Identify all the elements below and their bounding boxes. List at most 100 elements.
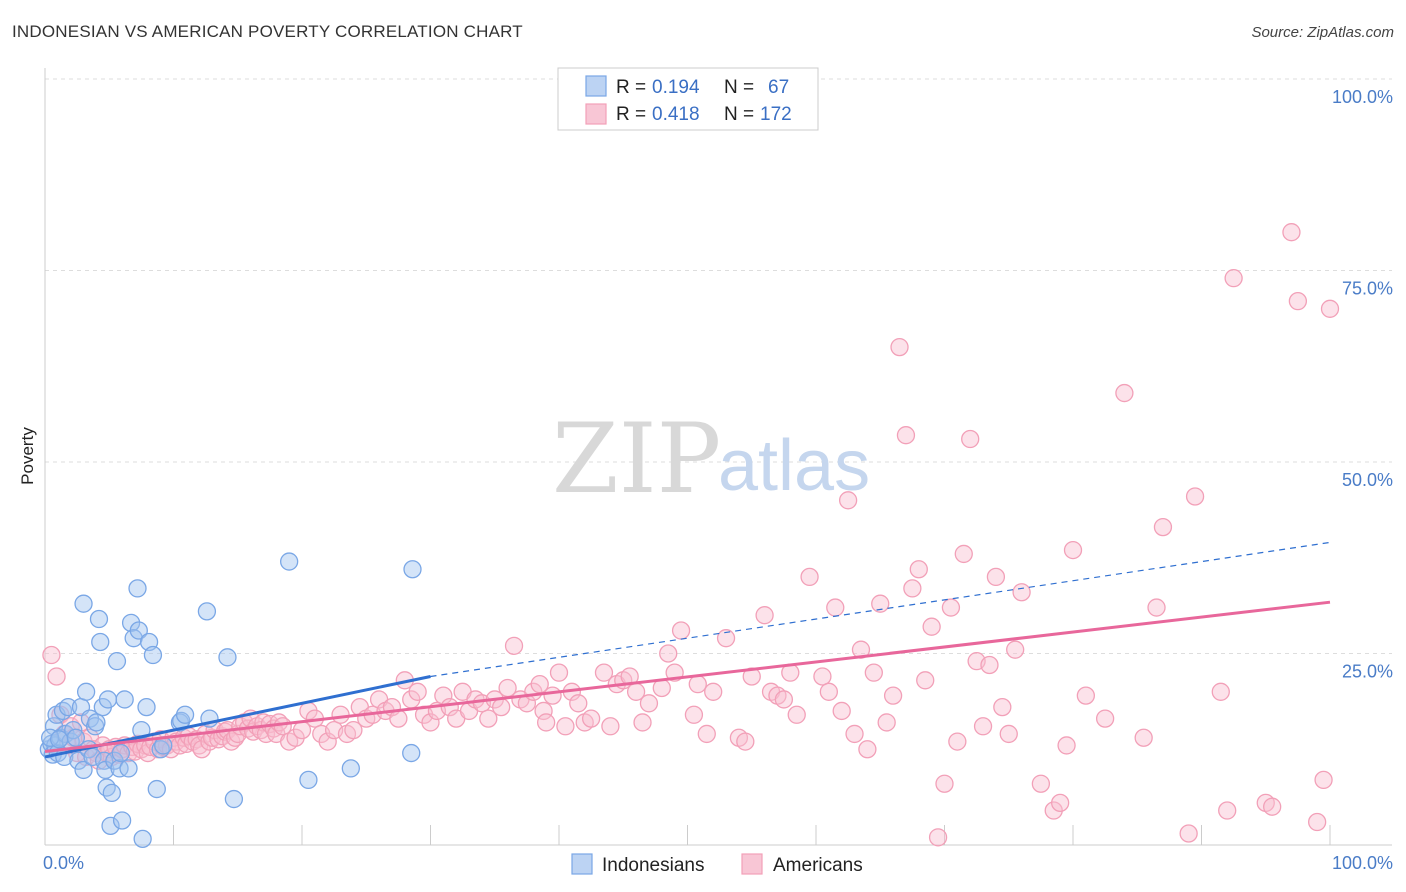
- american-point: [1012, 583, 1031, 602]
- american-point: [659, 644, 678, 663]
- chart-title: INDONESIAN VS AMERICAN POVERTY CORRELATI…: [12, 22, 523, 41]
- americans-trend-line: [44, 600, 1331, 754]
- american-point: [601, 717, 620, 736]
- american-point: [858, 740, 877, 759]
- legend-swatch-americans: [585, 103, 607, 125]
- legend-n-label-1: N =: [724, 77, 754, 98]
- american-point: [1095, 709, 1115, 728]
- bottom-legend-americans: Americans: [773, 855, 863, 876]
- trend-lines: [44, 541, 1331, 759]
- bottom-legend-swatch-indonesians: [571, 853, 593, 875]
- american-point: [479, 709, 498, 728]
- x-tick-label: 0.0%: [43, 853, 84, 873]
- american-point: [716, 629, 736, 648]
- american-point: [877, 713, 896, 732]
- american-point: [1063, 540, 1083, 560]
- american-point: [986, 567, 1006, 587]
- indonesian-point: [403, 560, 422, 579]
- indonesian-point: [279, 552, 299, 571]
- american-point: [492, 697, 511, 717]
- indonesian-point: [49, 730, 69, 749]
- american-point: [941, 598, 961, 617]
- y-tick-labels: 25.0% 50.0% 75.0% 100.0%: [1332, 87, 1393, 682]
- american-point: [864, 663, 883, 682]
- legend-r-label-2: R =: [616, 104, 646, 125]
- indonesian-point: [102, 783, 121, 803]
- american-point: [1179, 824, 1198, 843]
- american-point: [408, 682, 427, 701]
- indonesian-point: [98, 690, 118, 709]
- american-point: [581, 709, 601, 728]
- american-point: [1031, 774, 1051, 793]
- indonesian-point: [97, 778, 116, 797]
- grid-lines: [45, 78, 1392, 654]
- indonesian-point: [69, 751, 88, 770]
- y-tick-label: 75.0%: [1342, 279, 1393, 299]
- indonesian-point: [218, 648, 237, 667]
- american-point: [688, 674, 707, 694]
- american-point: [671, 621, 691, 640]
- american-point: [1076, 686, 1095, 705]
- americans-points: [42, 223, 1340, 847]
- stats-legend: R = 0.194 N = 67 R = 0.418 N = 172: [557, 67, 819, 131]
- american-point: [1051, 793, 1070, 813]
- indonesians-trend-extension: [430, 541, 1331, 678]
- american-point: [684, 705, 704, 724]
- indonesian-point: [128, 579, 147, 598]
- legend-swatch-indonesians: [585, 75, 607, 97]
- legend-n-label-2: N =: [724, 104, 754, 125]
- bottom-legend-indonesians: Indonesians: [602, 855, 704, 876]
- american-point: [832, 701, 851, 721]
- american-point: [504, 636, 524, 655]
- indonesian-point: [147, 779, 166, 799]
- indonesian-point: [402, 743, 421, 763]
- american-point: [639, 694, 659, 713]
- american-point: [1147, 598, 1166, 617]
- y-tick-label: 25.0%: [1342, 662, 1393, 682]
- american-point: [845, 724, 864, 744]
- american-point: [1185, 487, 1205, 506]
- indonesian-point: [175, 705, 195, 724]
- american-point: [787, 705, 806, 724]
- american-point: [633, 713, 652, 732]
- legend-r-value-2: 0.418: [652, 104, 700, 125]
- indonesian-point: [89, 609, 109, 629]
- american-point: [928, 828, 948, 847]
- american-point: [896, 426, 916, 445]
- american-point: [922, 617, 941, 636]
- american-point: [421, 713, 440, 732]
- legend-n-value-2: 172: [760, 104, 792, 125]
- american-point: [1288, 291, 1308, 311]
- american-point: [999, 724, 1018, 744]
- indonesian-point: [111, 743, 130, 763]
- american-point: [697, 724, 716, 744]
- american-point: [883, 686, 903, 705]
- american-point: [954, 544, 973, 564]
- y-tick-label: 100.0%: [1332, 87, 1393, 107]
- american-point: [1320, 299, 1340, 318]
- indonesians-points: [39, 552, 422, 849]
- american-point: [569, 694, 588, 713]
- american-point: [1134, 728, 1153, 747]
- indonesian-point: [112, 811, 132, 830]
- american-point: [1308, 812, 1327, 832]
- american-point: [1224, 269, 1243, 288]
- american-point: [1314, 770, 1333, 790]
- american-point: [980, 655, 999, 675]
- american-point: [890, 337, 909, 357]
- indonesian-point: [91, 632, 110, 652]
- american-point: [755, 606, 774, 625]
- x-tick-labels: 0.0% 100.0%: [43, 853, 1393, 873]
- indonesian-point: [132, 720, 151, 740]
- american-point: [871, 594, 890, 613]
- american-point: [774, 690, 794, 709]
- indonesian-point: [299, 770, 318, 790]
- american-point: [948, 732, 967, 751]
- american-point: [826, 598, 845, 617]
- american-point: [556, 717, 575, 736]
- american-point: [935, 774, 954, 793]
- american-point: [993, 697, 1012, 717]
- american-point: [1263, 797, 1282, 816]
- american-point: [973, 717, 993, 736]
